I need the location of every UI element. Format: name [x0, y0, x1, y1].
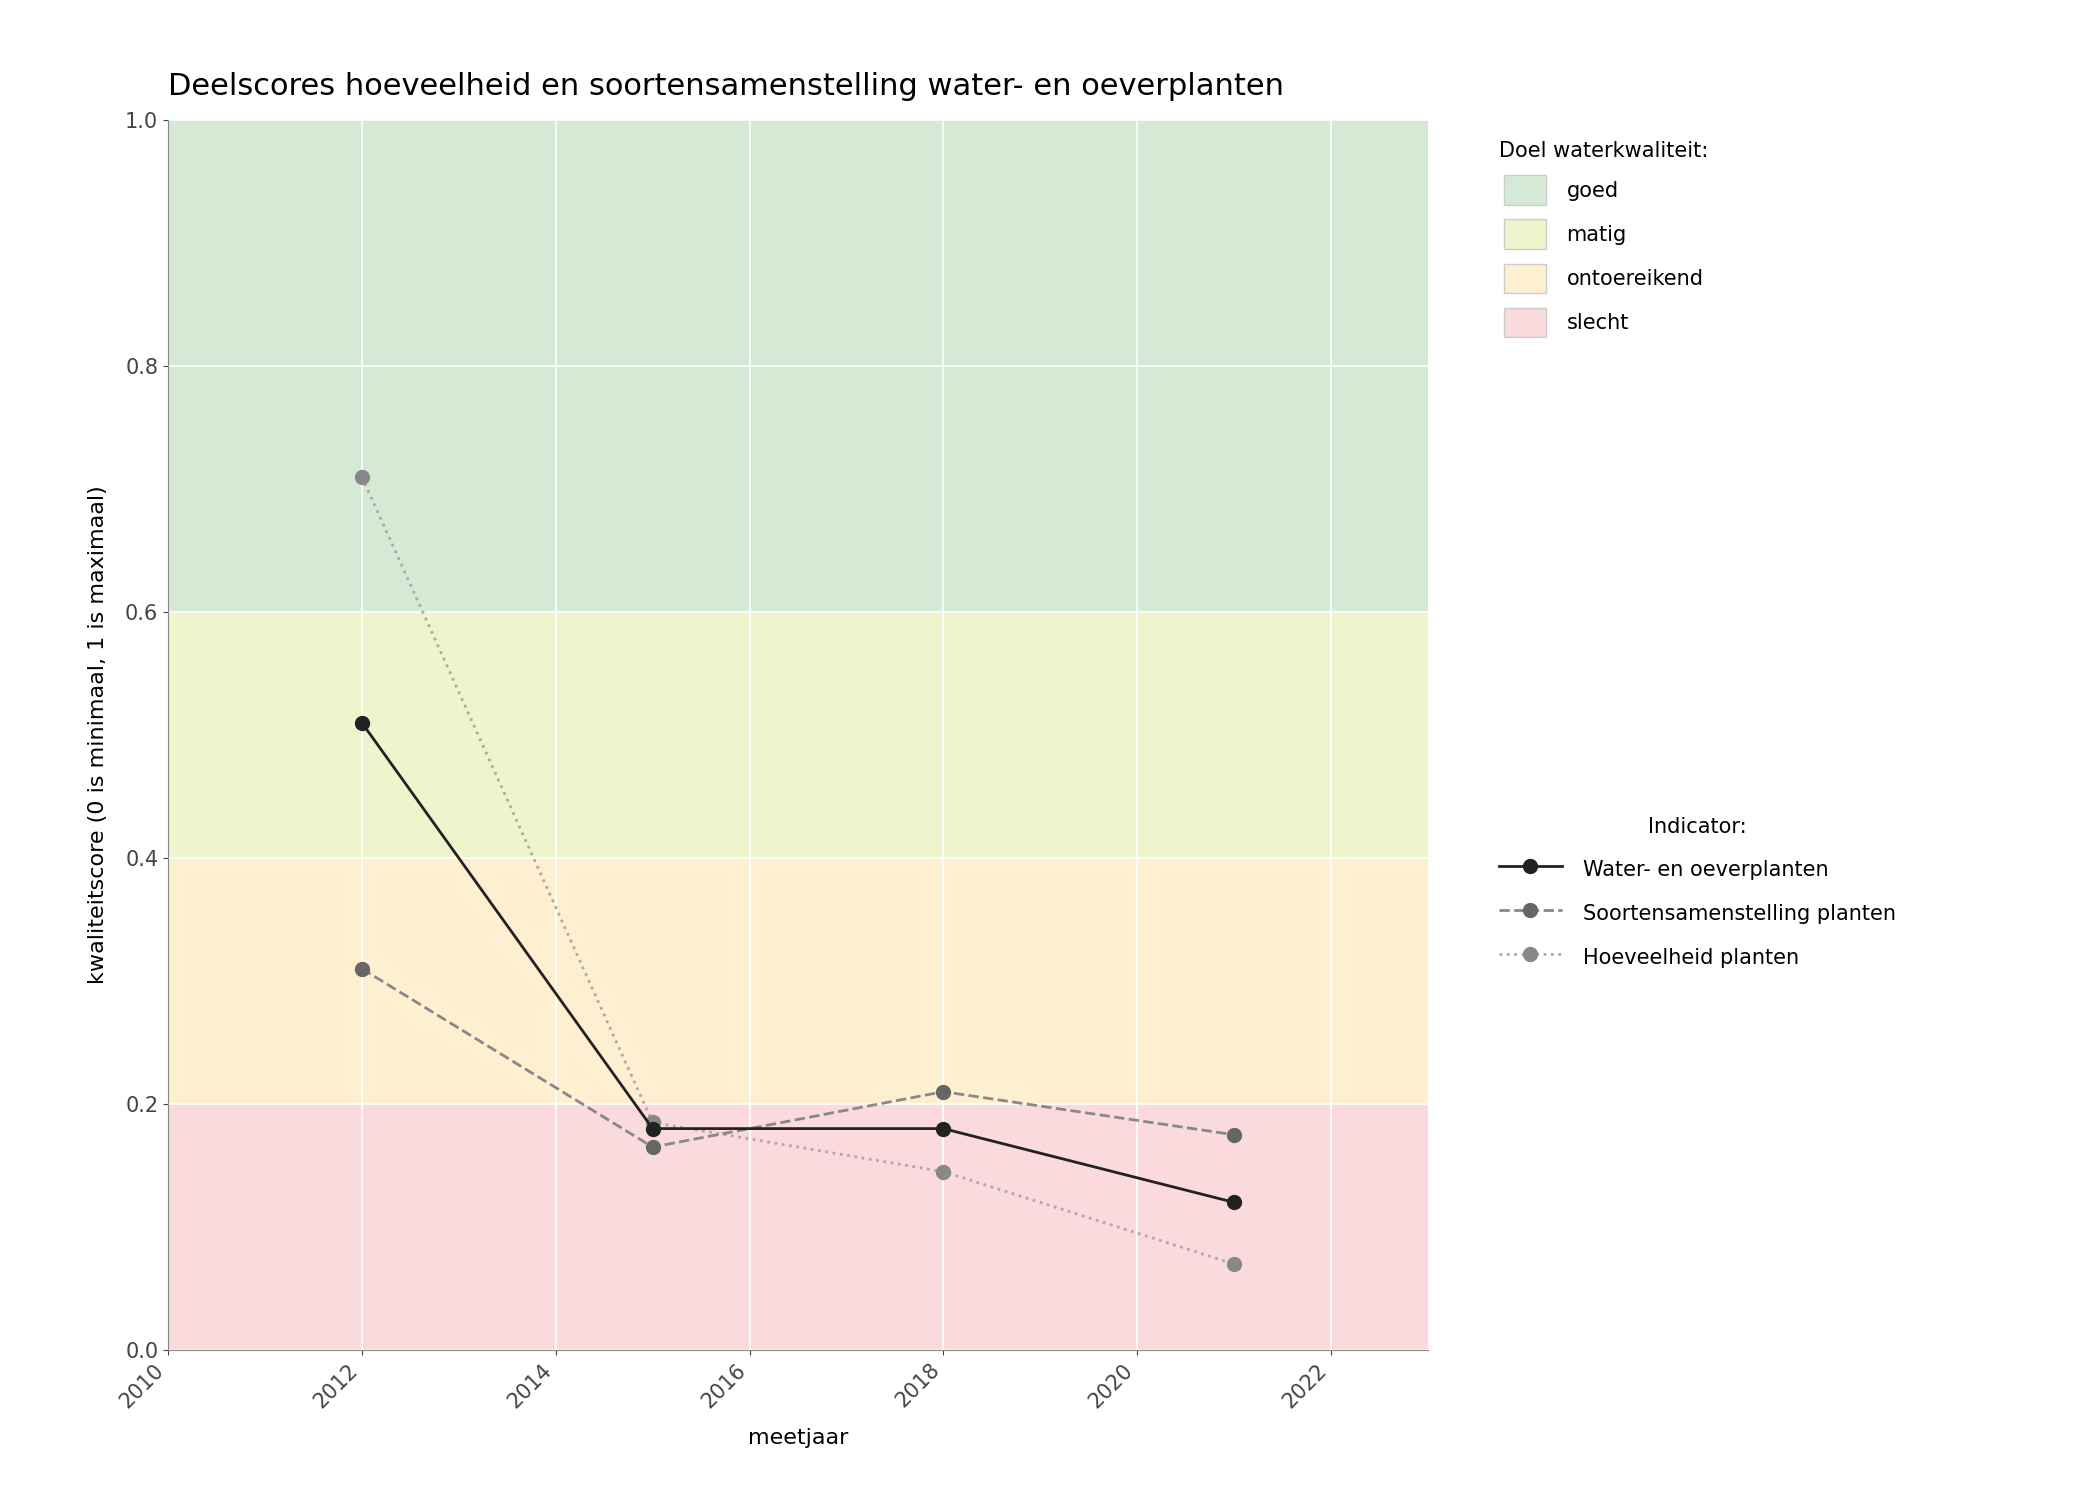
Legend: Water- en oeverplanten, Soortensamenstelling planten, Hoeveelheid planten: Water- en oeverplanten, Soortensamenstel…	[1489, 807, 1907, 981]
Bar	[168, 120, 1428, 612]
Y-axis label: kwaliteitscore (0 is minimaal, 1 is maximaal): kwaliteitscore (0 is minimaal, 1 is maxi…	[88, 486, 109, 984]
Bar	[168, 858, 1428, 1104]
Bar	[168, 1104, 1428, 1350]
Text: Deelscores hoeveelheid en soortensamenstelling water- en oeverplanten: Deelscores hoeveelheid en soortensamenst…	[168, 72, 1283, 100]
X-axis label: meetjaar: meetjaar	[748, 1428, 848, 1448]
Bar	[168, 612, 1428, 858]
